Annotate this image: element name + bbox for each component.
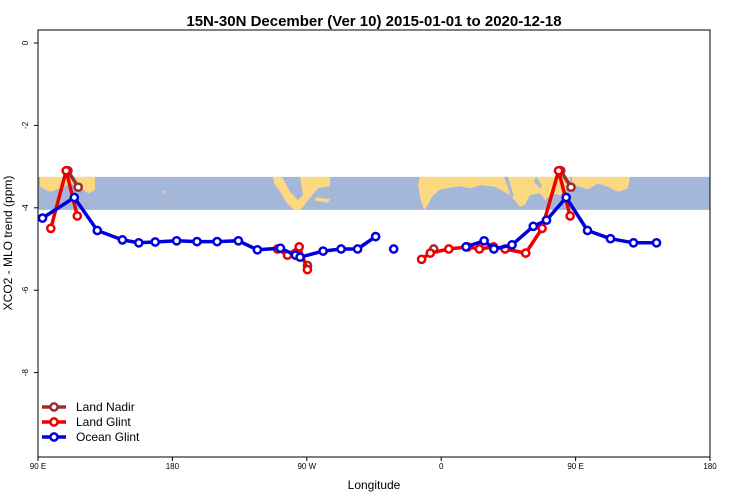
y-tick-label: -6 bbox=[21, 286, 30, 294]
data-point bbox=[479, 235, 489, 246]
data-point bbox=[561, 192, 572, 203]
data-point bbox=[38, 213, 48, 223]
y-axis: 0 -2 -4 -6 -8 bbox=[21, 40, 38, 376]
data-point bbox=[582, 225, 593, 236]
land-mass bbox=[40, 176, 95, 194]
x-tick-label: 180 bbox=[703, 462, 717, 471]
data-point bbox=[474, 244, 485, 254]
data-point bbox=[233, 235, 244, 246]
data-point bbox=[133, 237, 144, 248]
data-point bbox=[318, 246, 328, 256]
data-point bbox=[553, 165, 564, 176]
series-ocean-glint bbox=[38, 192, 662, 263]
legend-marker bbox=[49, 402, 59, 412]
data-point bbox=[370, 231, 381, 242]
data-point bbox=[565, 211, 575, 221]
island bbox=[162, 190, 166, 193]
data-point bbox=[92, 225, 103, 236]
data-point bbox=[628, 237, 639, 248]
data-point bbox=[336, 244, 346, 254]
data-point bbox=[275, 243, 286, 254]
data-point bbox=[252, 244, 263, 255]
data-point bbox=[117, 235, 128, 245]
land-mass bbox=[273, 176, 330, 210]
legend-label: Ocean Glint bbox=[76, 430, 140, 444]
data-point bbox=[651, 237, 662, 248]
sea bbox=[534, 176, 542, 189]
data-point bbox=[72, 211, 83, 221]
x-tick-label: 0 bbox=[439, 462, 444, 471]
x-axis: 90 E 180 90 W 0 90 E 180 bbox=[30, 457, 717, 471]
data-point bbox=[528, 221, 539, 232]
data-point bbox=[388, 244, 399, 254]
y-tick-label: -2 bbox=[21, 121, 30, 129]
data-point bbox=[425, 248, 436, 258]
data-point bbox=[150, 237, 161, 247]
land-mass bbox=[572, 176, 630, 192]
legend-label: Land Nadir bbox=[76, 400, 135, 414]
x-axis-label: Longitude bbox=[348, 478, 401, 492]
land-mass bbox=[315, 197, 330, 203]
data-point bbox=[352, 244, 363, 254]
sea bbox=[504, 176, 514, 197]
legend-label: Land Glint bbox=[76, 415, 131, 429]
plot-frame bbox=[37, 29, 711, 458]
land-mass bbox=[316, 176, 323, 187]
legend-item: Land Glint bbox=[42, 415, 131, 429]
x-tick-label: 90 E bbox=[30, 462, 46, 471]
data-point bbox=[416, 254, 427, 265]
data-point bbox=[61, 165, 72, 176]
data-point bbox=[73, 182, 84, 193]
x-tick-label: 180 bbox=[166, 462, 180, 471]
data-point bbox=[489, 244, 499, 254]
data-point bbox=[537, 223, 547, 234]
data-point bbox=[461, 242, 471, 252]
legend-marker bbox=[49, 432, 59, 442]
data-point bbox=[45, 223, 56, 234]
legend-marker bbox=[49, 417, 59, 427]
y-tick-label: 0 bbox=[21, 40, 30, 45]
data-point bbox=[192, 236, 202, 247]
x-tick-label: 90 E bbox=[567, 462, 583, 471]
series-layer bbox=[38, 165, 662, 275]
data-point bbox=[605, 233, 616, 244]
land-mass bbox=[418, 176, 570, 210]
data-point bbox=[294, 242, 305, 252]
world-map-band bbox=[38, 176, 710, 210]
y-tick-label: -4 bbox=[21, 204, 30, 212]
legend-item: Land Nadir bbox=[42, 400, 135, 414]
data-point bbox=[566, 182, 576, 193]
data-point bbox=[507, 240, 517, 250]
data-point bbox=[212, 236, 222, 247]
x-tick-label: 90 W bbox=[297, 462, 316, 471]
legend-item: Ocean Glint bbox=[42, 430, 140, 444]
data-point bbox=[443, 244, 454, 254]
data-point bbox=[171, 235, 182, 246]
data-point bbox=[302, 264, 313, 275]
data-point bbox=[541, 215, 552, 226]
data-point bbox=[69, 192, 80, 203]
data-point bbox=[520, 248, 531, 258]
data-point bbox=[295, 252, 305, 263]
y-tick-label: -8 bbox=[21, 368, 30, 376]
y-axis-label: XCO2 - MLO trend (ppm) bbox=[1, 176, 15, 311]
chart-title: 15N-30N December (Ver 10) 2015-01-01 to … bbox=[186, 13, 561, 30]
